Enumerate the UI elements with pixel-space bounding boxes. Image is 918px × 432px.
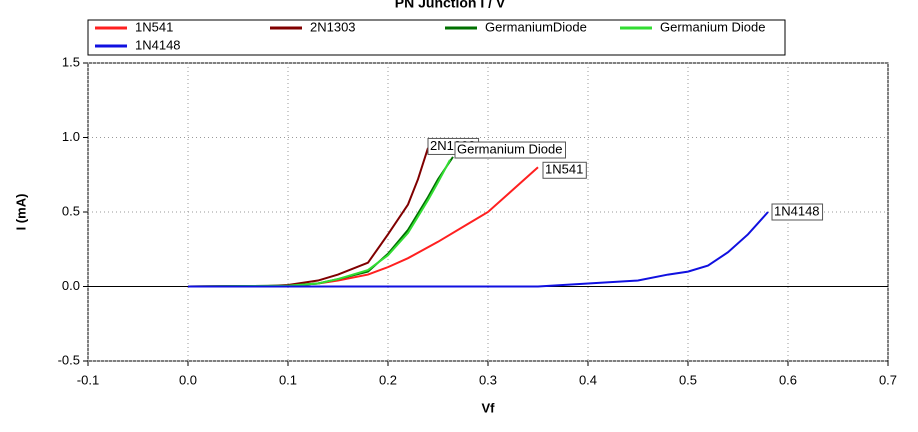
annotation-box xyxy=(771,203,824,221)
annotation: Germanium Diode xyxy=(454,141,566,159)
x-tick-label: 0.1 xyxy=(279,372,297,387)
x-tick-label: 0.3 xyxy=(479,372,497,387)
legend-label: 1N541 xyxy=(135,19,173,34)
x-axis-label: Vf xyxy=(482,400,496,415)
series-line xyxy=(187,166,539,288)
annotation: 1N4148 xyxy=(771,203,824,221)
y-tick-label: 0.0 xyxy=(62,278,80,293)
x-tick-label: 0.4 xyxy=(579,372,597,387)
legend-box xyxy=(87,19,786,56)
annotation: 1N541 xyxy=(542,161,587,179)
annotation-text: 1N4148 xyxy=(774,203,820,218)
series-line xyxy=(187,156,454,288)
legend-label: 1N4148 xyxy=(135,37,181,52)
series-line xyxy=(187,159,451,288)
legend-label: GermaniumDiode xyxy=(485,19,587,34)
x-tick-label: 0.2 xyxy=(379,372,397,387)
legend-label: Germanium Diode xyxy=(660,19,766,34)
annotation-box xyxy=(542,161,587,179)
y-axis-label: I (mA) xyxy=(13,194,28,231)
x-tick-label: 0.0 xyxy=(179,372,197,387)
x-tick-label: -0.1 xyxy=(77,372,99,387)
x-tick-label: 0.7 xyxy=(879,372,897,387)
series-line xyxy=(188,211,769,288)
x-tick-label: 0.6 xyxy=(779,372,797,387)
annotation-text: Germanium Diode xyxy=(457,141,563,156)
annotation-text: 1N541 xyxy=(545,162,583,177)
x-tick-label: 0.5 xyxy=(679,372,697,387)
annotation-box xyxy=(454,141,566,159)
y-tick-label: 1.5 xyxy=(62,54,80,69)
chart-title: PN Junction I / V xyxy=(395,0,506,11)
y-tick-label: -0.5 xyxy=(58,352,80,367)
y-tick-label: 0.5 xyxy=(62,203,80,218)
legend-label: 2N1303 xyxy=(310,19,356,34)
y-tick-label: 1.0 xyxy=(62,129,80,144)
